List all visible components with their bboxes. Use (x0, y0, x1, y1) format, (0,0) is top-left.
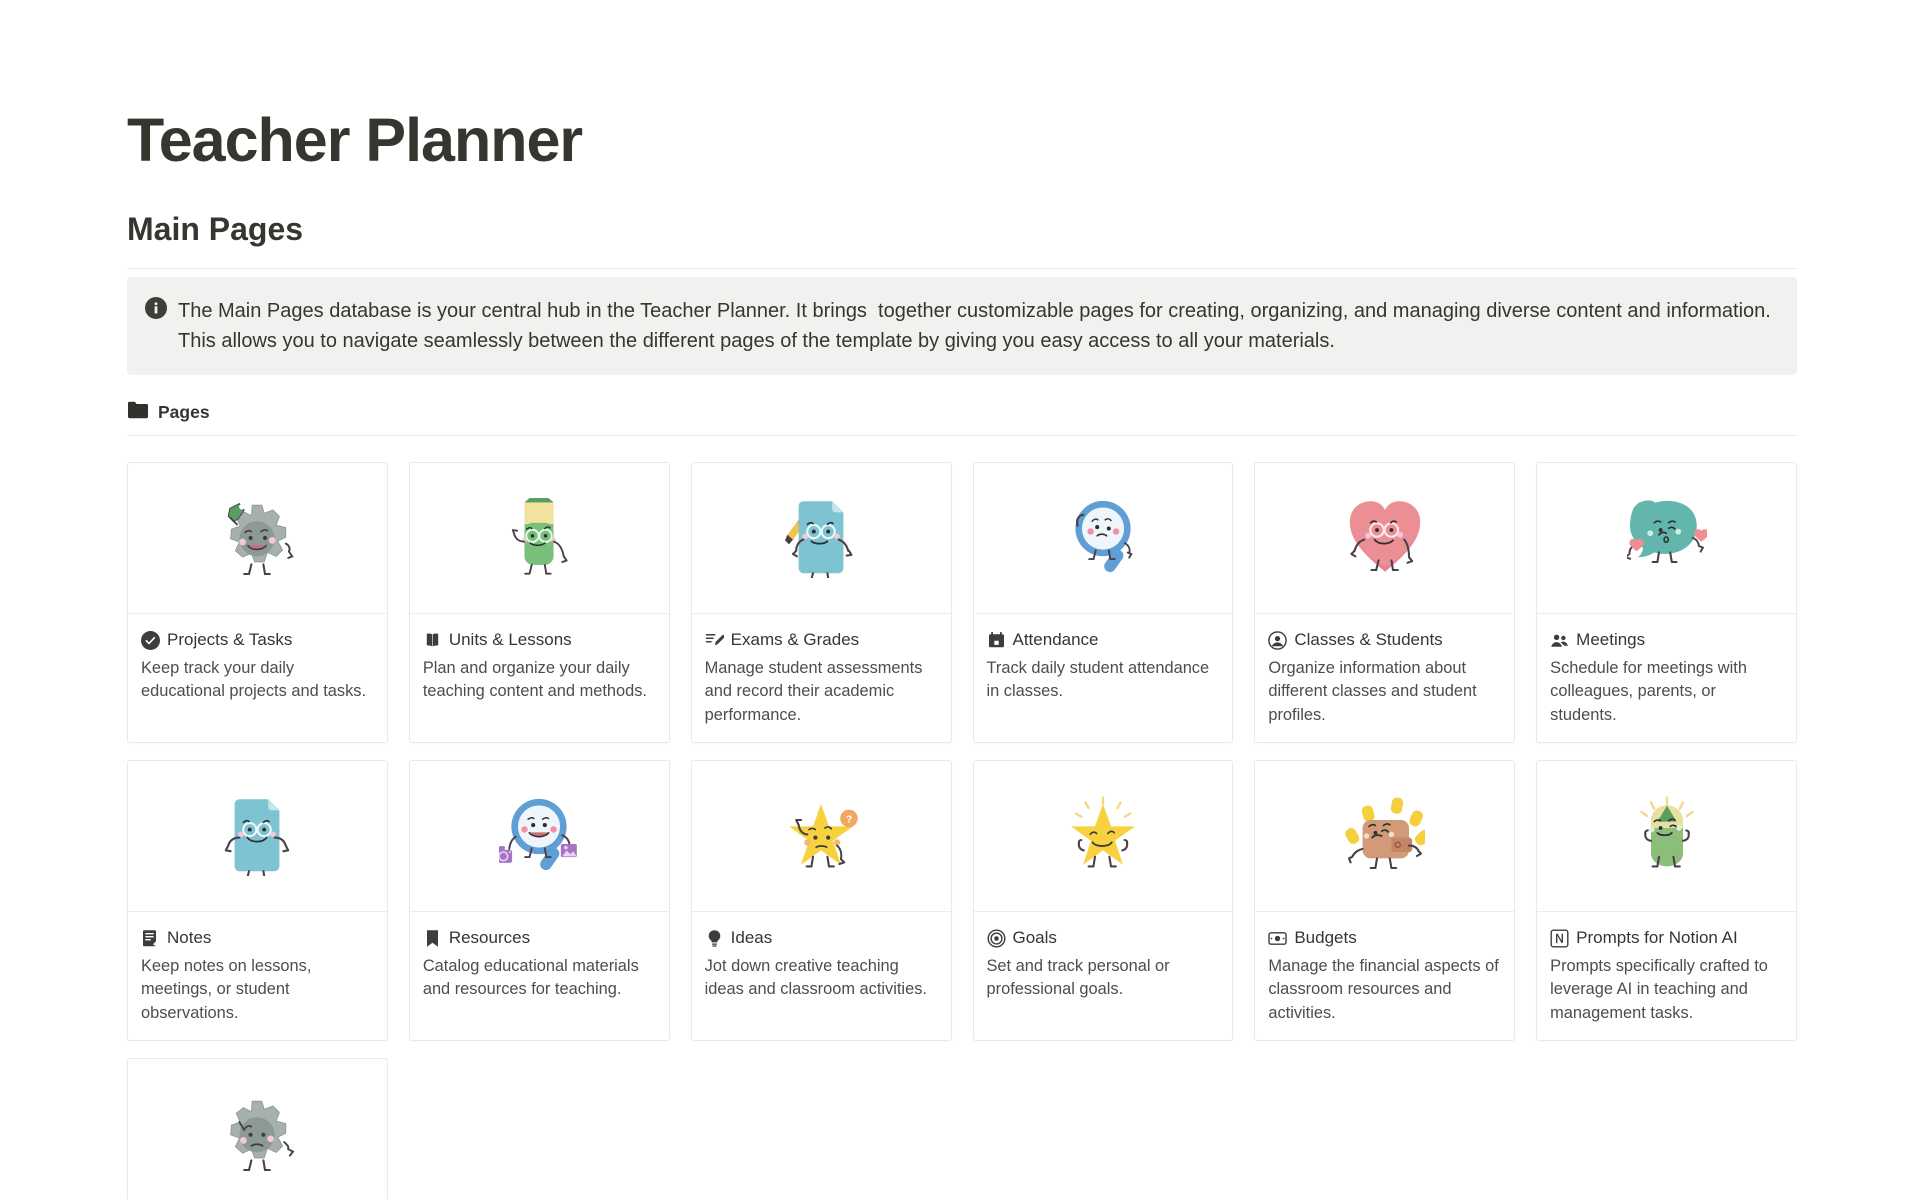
svg-text:?: ? (846, 814, 852, 825)
